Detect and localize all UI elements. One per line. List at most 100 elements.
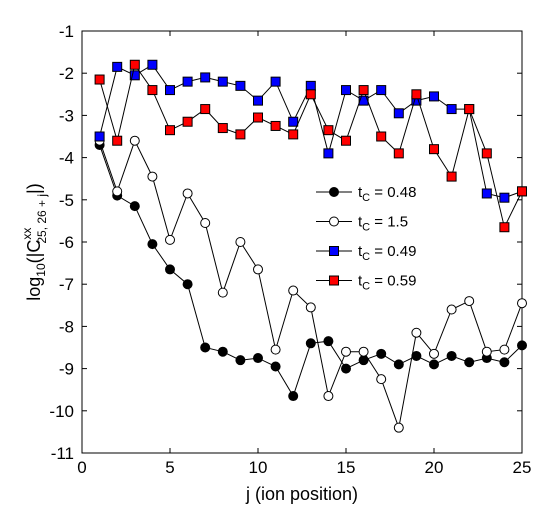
data-point <box>270 76 281 87</box>
data-point <box>517 186 527 197</box>
data-point <box>288 116 299 127</box>
data-point <box>517 298 527 309</box>
data-point <box>429 348 439 359</box>
data-point <box>464 357 475 368</box>
data-point <box>217 346 228 357</box>
data-point <box>217 123 228 134</box>
data-point <box>165 85 175 96</box>
data-point <box>411 89 422 100</box>
data-point <box>253 95 263 106</box>
data-point <box>217 287 228 298</box>
data-point <box>429 359 439 370</box>
data-point <box>446 350 457 361</box>
data-point <box>270 344 281 355</box>
data-point <box>235 355 246 366</box>
data-point <box>288 285 299 296</box>
data-point <box>305 338 316 349</box>
data-point <box>481 188 492 199</box>
data-point <box>499 357 510 368</box>
y-tick-label: -10 <box>49 402 74 421</box>
y-tick-label: -6 <box>59 233 74 252</box>
data-point <box>235 129 246 140</box>
data-point <box>288 129 299 140</box>
y-axis-title: log10(|Cxx25, 26 + j|) <box>20 183 49 300</box>
data-point <box>446 304 457 315</box>
data-point <box>429 144 439 155</box>
data-point <box>94 74 105 85</box>
y-tick-label: -3 <box>59 106 74 125</box>
data-point <box>147 59 158 70</box>
data-point <box>200 342 211 353</box>
data-point <box>182 279 193 290</box>
series-layer <box>94 59 527 433</box>
data-point <box>499 222 510 233</box>
data-point <box>129 70 140 81</box>
data-point <box>129 59 140 70</box>
data-point <box>323 391 334 402</box>
data-point <box>200 104 211 115</box>
y-tick-label: -4 <box>59 149 74 168</box>
data-point <box>376 85 387 96</box>
data-point <box>165 234 175 245</box>
data-point <box>499 344 510 355</box>
data-point <box>253 264 263 275</box>
data-point <box>429 91 439 102</box>
series-1 <box>94 139 527 402</box>
y-tick-label: -11 <box>51 444 74 463</box>
data-point <box>147 171 158 182</box>
legend-entry-4: tC = 0.59 <box>316 273 416 293</box>
data-point <box>393 108 404 119</box>
data-point <box>323 148 334 159</box>
y-tick-label: -1 <box>59 22 74 41</box>
data-point <box>341 346 351 357</box>
data-point <box>358 85 369 96</box>
data-point <box>305 80 316 91</box>
legend-entry-3: tC = 0.49 <box>316 243 416 263</box>
data-point <box>147 85 158 96</box>
data-point <box>376 131 387 142</box>
legend-label: tC = 0.49 <box>358 243 416 263</box>
y-tick-label: -7 <box>59 275 74 294</box>
data-point <box>112 186 123 197</box>
legend-marker <box>329 246 339 256</box>
data-point <box>499 192 510 203</box>
legend-marker <box>329 187 339 197</box>
data-point <box>341 135 351 146</box>
x-tick-label: 10 <box>249 458 268 477</box>
legend-label: tC = 0.48 <box>358 184 416 204</box>
legend-entry-1: tC = 0.48 <box>316 184 416 204</box>
data-point <box>165 125 175 136</box>
data-point <box>288 391 299 402</box>
data-point <box>94 131 105 142</box>
data-point <box>217 76 228 87</box>
y-tick-label: -9 <box>59 360 74 379</box>
data-point <box>358 346 369 357</box>
data-point <box>481 346 492 357</box>
x-tick-label: 20 <box>425 458 444 477</box>
data-point <box>182 76 193 87</box>
data-point <box>464 296 475 307</box>
data-point <box>147 239 158 250</box>
data-point <box>393 359 404 370</box>
data-point <box>411 327 422 338</box>
x-tick-label: 0 <box>77 458 86 477</box>
series-2 <box>94 135 527 433</box>
series-4 <box>94 59 527 233</box>
legend-marker <box>329 275 339 286</box>
data-point <box>341 363 351 374</box>
legend-marker <box>329 216 339 227</box>
data-point <box>235 80 246 91</box>
axis-ticks: 0 5 10 15 20 25 -11 -10 -9 -8 -7 -6 -5 -4 -3 -2 -1 <box>49 22 531 477</box>
data-point <box>112 61 123 72</box>
x-tick-label: 15 <box>337 458 356 477</box>
data-point <box>165 264 175 275</box>
data-point <box>323 125 334 136</box>
y-tick-label: -2 <box>59 64 74 83</box>
data-point <box>112 135 123 146</box>
data-point <box>253 353 263 364</box>
x-tick-label: 5 <box>165 458 174 477</box>
data-point <box>235 237 246 247</box>
data-point <box>376 374 387 385</box>
data-point <box>129 201 140 212</box>
data-point <box>323 336 334 347</box>
